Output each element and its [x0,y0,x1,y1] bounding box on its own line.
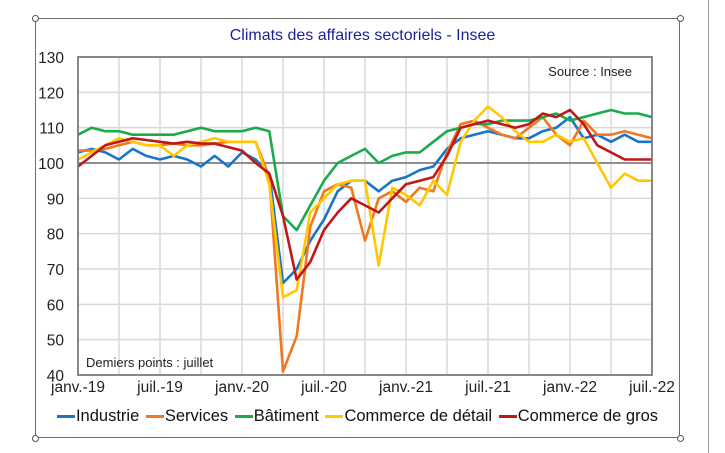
legend-item-services: Services [145,407,229,426]
series-line-commerce-de-d-tail [77,105,652,299]
y-tick-label: 70 [47,262,65,279]
legend-swatch-icon [325,415,344,418]
resize-handle-bottom-right[interactable] [677,435,684,442]
y-tick-label: 130 [38,50,64,67]
legend-item-commerce-gros: Commerce de gros [498,407,659,426]
legend-swatch-icon [56,415,75,418]
x-tick-label: juil.-21 [464,379,511,396]
legend-swatch-icon [234,415,253,418]
footnote-last-points: Demiers points : juillet [86,355,214,370]
legend-swatch-icon [145,415,164,418]
x-tick-label: janv.-22 [542,379,597,396]
chart-frame[interactable] [35,18,680,438]
y-tick-label: 110 [39,121,64,138]
x-tick-label: juil.-22 [628,379,675,396]
legend-label: Industrie [75,407,140,425]
legend-item-commerce-detail: Commerce de détail [325,407,492,426]
resize-handle-top-right[interactable] [677,15,684,22]
source-note: Source : Insee [548,64,632,79]
y-tick-label: 80 [47,227,65,244]
y-tick-label: 120 [38,85,64,102]
legend-label: Commerce de gros [517,407,659,425]
resize-handle-top-left[interactable] [32,15,39,22]
x-tick-label: janv.-21 [378,379,433,396]
x-tick-label: juil.-20 [300,379,347,396]
y-tick-label: 50 [47,333,65,350]
chart-title: Climats des affaires sectoriels - Insee [229,27,496,44]
x-tick-label: janv.-20 [214,379,269,396]
y-tick-label: 40 [47,368,65,385]
series-line-commerce-de-gros [77,108,652,281]
legend-swatch-icon [498,415,517,418]
legend-item-industrie: Industrie [56,407,140,426]
chart-legend: Industrie Services Bâtiment Commerce de … [35,404,680,426]
y-tick-label: 60 [47,297,65,314]
y-tick-label: 90 [47,191,65,208]
window-edge-divider [708,0,709,453]
legend-label: Commerce de détail [344,407,493,425]
legend-label: Bâtiment [253,407,319,425]
y-tick-label: 100 [38,156,64,173]
x-tick-label: janv.-19 [50,379,105,396]
resize-handle-bottom-left[interactable] [32,435,39,442]
plot-border [77,56,653,376]
x-tick-label: juil.-19 [136,379,183,396]
legend-label: Services [164,407,229,425]
series-line-b-timent [77,108,653,232]
legend-item-batiment: Bâtiment [234,407,319,426]
